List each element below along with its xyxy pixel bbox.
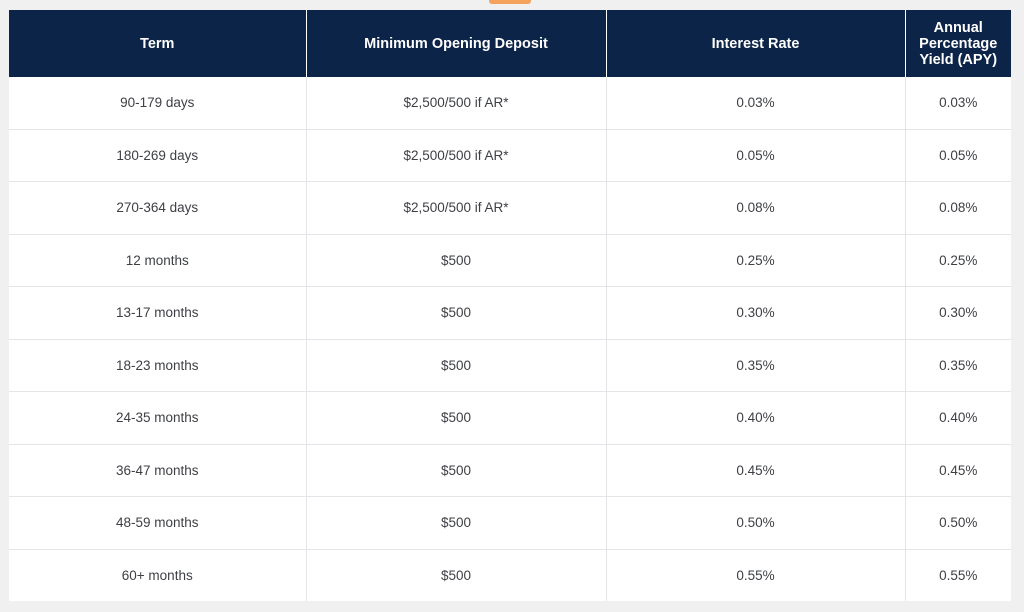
table-header: Term Minimum Opening Deposit Interest Ra… xyxy=(9,10,1011,77)
table-row: 90-179 days $2,500/500 if AR* 0.03% 0.03% xyxy=(9,77,1011,130)
table-body: 90-179 days $2,500/500 if AR* 0.03% 0.03% 18… xyxy=(9,77,1011,601)
interest-rate-cell: 0.05% xyxy=(606,129,906,182)
header-minimum-opening-deposit: Minimum Opening Deposit xyxy=(306,10,607,77)
min-deposit-cell: $500 xyxy=(306,444,607,497)
interest-rate-cell: 0.30% xyxy=(606,286,906,340)
table-row: 13-17 months $500 0.30% 0.30% xyxy=(9,286,1011,340)
min-deposit-cell: $2,500/500 if AR* xyxy=(306,129,607,182)
table-row: 48-59 months $500 0.50% 0.50% xyxy=(9,496,1011,550)
min-deposit-cell: $500 xyxy=(306,391,607,445)
table-row: 12 months $500 0.25% 0.25% xyxy=(9,234,1011,287)
apy-cell: 0.03% xyxy=(905,77,1011,130)
header-interest-rate: Interest Rate xyxy=(606,10,906,77)
term-cell: 18-23 months xyxy=(9,339,307,392)
table-row: 60+ months $500 0.55% 0.55% xyxy=(9,549,1011,601)
interest-rate-cell: 0.08% xyxy=(606,181,906,235)
apy-cell: 0.08% xyxy=(905,181,1011,235)
cd-rates-table: Term Minimum Opening Deposit Interest Ra… xyxy=(9,10,1011,601)
term-cell: 60+ months xyxy=(9,549,307,601)
table-row: 18-23 months $500 0.35% 0.35% xyxy=(9,339,1011,392)
interest-rate-cell: 0.40% xyxy=(606,391,906,445)
apy-cell: 0.55% xyxy=(939,567,978,583)
interest-rate-cell: 0.35% xyxy=(606,339,906,392)
term-cell: 13-17 months xyxy=(9,286,307,340)
min-deposit-cell: $500 xyxy=(306,339,607,392)
interest-rate-cell: 0.03% xyxy=(606,77,906,130)
apy-cell: 0.50% xyxy=(905,496,1011,550)
apy-cell: 0.25% xyxy=(905,234,1011,287)
apy-cell: 0.30% xyxy=(905,286,1011,340)
term-cell: 48-59 months xyxy=(9,496,307,550)
table-row: 36-47 months $500 0.45% 0.45% xyxy=(9,444,1011,497)
accent-tab-marker xyxy=(489,0,531,4)
term-cell: 24-35 months xyxy=(9,391,307,445)
min-deposit-cell: $500 xyxy=(306,549,607,601)
min-deposit-cell: $2,500/500 if AR* xyxy=(306,181,607,235)
term-cell: 12 months xyxy=(9,234,307,287)
table-row: 24-35 months $500 0.40% 0.40% xyxy=(9,391,1011,445)
min-deposit-cell: $500 xyxy=(306,496,607,550)
header-row: Term Minimum Opening Deposit Interest Ra… xyxy=(9,10,1011,77)
interest-rate-cell: 0.50% xyxy=(606,496,906,550)
interest-rate-cell: 0.45% xyxy=(606,444,906,497)
min-deposit-cell: $500 xyxy=(306,234,607,287)
apy-cell: 0.45% xyxy=(905,444,1011,497)
min-deposit-cell: $500 xyxy=(306,286,607,340)
min-deposit-cell: $2,500/500 if AR* xyxy=(306,77,607,130)
interest-rate-cell: 0.55% xyxy=(606,549,906,601)
term-cell: 270-364 days xyxy=(9,181,307,235)
header-term: Term xyxy=(9,10,307,77)
term-cell: 90-179 days xyxy=(9,77,307,130)
apy-cell: 0.05% xyxy=(905,129,1011,182)
term-cell: 36-47 months xyxy=(9,444,307,497)
interest-rate-cell: 0.25% xyxy=(606,234,906,287)
table-row: 270-364 days $2,500/500 if AR* 0.08% 0.08% xyxy=(9,181,1011,235)
apy-cell: 0.40% xyxy=(905,391,1011,445)
term-cell: 180-269 days xyxy=(9,129,307,182)
apy-cell: 0.35% xyxy=(905,339,1011,392)
table-row: 180-269 days $2,500/500 if AR* 0.05% 0.05% xyxy=(9,129,1011,182)
header-apy: Annual Percentage Yield (APY) xyxy=(905,10,1011,77)
